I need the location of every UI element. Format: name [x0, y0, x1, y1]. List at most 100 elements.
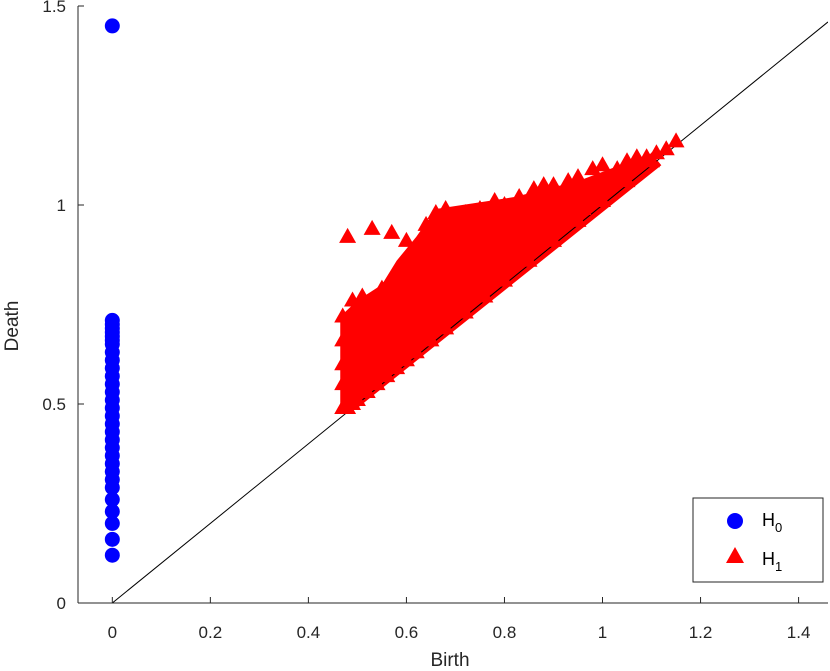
- h1-point: [491, 227, 509, 243]
- h1-point: [584, 160, 602, 176]
- series-H0: [104, 18, 120, 563]
- x-tick-label: 0.8: [493, 623, 517, 642]
- x-tick-label: 1.2: [689, 623, 713, 642]
- h1-point: [427, 299, 445, 315]
- h1-point: [442, 227, 460, 243]
- h1-point: [544, 231, 562, 247]
- h1-point: [353, 327, 371, 343]
- legend-h1-marker: [726, 547, 744, 563]
- h1-point: [363, 219, 381, 235]
- h1-point: [657, 140, 675, 156]
- y-tick-label: 1.5: [42, 0, 66, 16]
- y-axis-title: Death: [2, 301, 23, 352]
- h1-point: [437, 199, 455, 215]
- h1-point: [397, 351, 415, 367]
- h1-point: [598, 176, 616, 192]
- h1-point: [476, 287, 494, 303]
- y-axis-ticks: 0 0.5 1 1.5: [42, 0, 84, 613]
- h1-point: [461, 243, 479, 259]
- h1-point: [559, 172, 577, 188]
- h1-point: [505, 219, 523, 235]
- h1-point: [618, 152, 636, 168]
- h1-point: [334, 307, 352, 323]
- h1-point: [530, 196, 548, 211]
- plot-area: [104, 18, 828, 603]
- h1-point: [456, 203, 474, 219]
- x-tick-label: 0.2: [199, 623, 223, 642]
- h1-point: [446, 251, 464, 267]
- legend-h1-label: H1: [762, 549, 782, 574]
- h1-point: [471, 263, 489, 279]
- h1-point: [334, 355, 352, 371]
- h1-point: [544, 176, 562, 192]
- y-tick-label: 1: [57, 196, 66, 215]
- h0-point: [104, 515, 120, 531]
- h1-point: [358, 383, 376, 399]
- h1-point: [515, 235, 533, 251]
- h1-point: [368, 375, 386, 391]
- x-tick-label: 0.6: [395, 623, 419, 642]
- h1-point: [397, 319, 415, 335]
- h0-point: [104, 18, 120, 34]
- h1-point: [373, 307, 391, 323]
- h1-point: [495, 271, 513, 287]
- legend-h0-marker: [727, 513, 743, 529]
- h1-point: [544, 219, 562, 235]
- h1-point: [383, 223, 401, 239]
- h1-point: [348, 363, 366, 379]
- h1-point: [535, 203, 553, 219]
- h1-point: [486, 192, 504, 208]
- legend-box: [692, 497, 824, 583]
- h1-point: [417, 215, 435, 231]
- x-tick-label: 0: [108, 623, 117, 642]
- h1-point: [569, 168, 587, 184]
- h1-point: [402, 283, 420, 299]
- h1-point: [564, 192, 582, 208]
- h1-point: [412, 235, 430, 251]
- legend-h0-label: H0: [762, 510, 782, 535]
- h0-point: [104, 480, 120, 496]
- h1-point: [535, 211, 553, 227]
- h1-point: [456, 275, 474, 291]
- h0-point: [104, 492, 120, 508]
- h0-point: [104, 503, 120, 519]
- h1-point: [574, 199, 592, 215]
- h0-point: [104, 547, 120, 563]
- h1-point: [594, 192, 612, 208]
- h1-point: [667, 132, 685, 148]
- x-axis-ticks: 0 0.2 0.4 0.6 0.8 1 1.2 1.4: [108, 597, 811, 642]
- h1-point: [442, 287, 460, 303]
- x-tick-label: 1.4: [787, 623, 811, 642]
- h1-point: [363, 347, 381, 363]
- h1-point: [388, 263, 406, 279]
- h1-point: [378, 331, 396, 347]
- h1-point: [334, 375, 352, 391]
- h1-point: [334, 331, 352, 347]
- h1-point: [486, 251, 504, 267]
- h1-point: [437, 319, 455, 335]
- h1-point: [549, 196, 567, 211]
- h1-point: [456, 215, 474, 231]
- h1-point: [363, 315, 381, 331]
- h1-point: [407, 343, 425, 359]
- h1-point: [348, 391, 366, 407]
- h1-point: [500, 203, 518, 219]
- plot-clip-group: [104, 18, 828, 603]
- h1-point: [486, 211, 504, 227]
- h1-point: [500, 243, 518, 259]
- h1-point: [397, 231, 415, 247]
- h0-point: [104, 531, 120, 547]
- h1-point: [569, 211, 587, 227]
- x-tick-label: 1: [598, 623, 607, 642]
- h1-point: [412, 311, 430, 327]
- h1-point: [339, 227, 357, 243]
- h1-point: [344, 291, 362, 307]
- h1-point: [388, 359, 406, 375]
- y-tick-label: 0: [57, 594, 66, 613]
- h1-point: [422, 331, 440, 347]
- h1-point: [373, 279, 391, 295]
- h1-point: [383, 299, 401, 315]
- h1-point: [643, 152, 661, 168]
- h1-point: [613, 168, 631, 184]
